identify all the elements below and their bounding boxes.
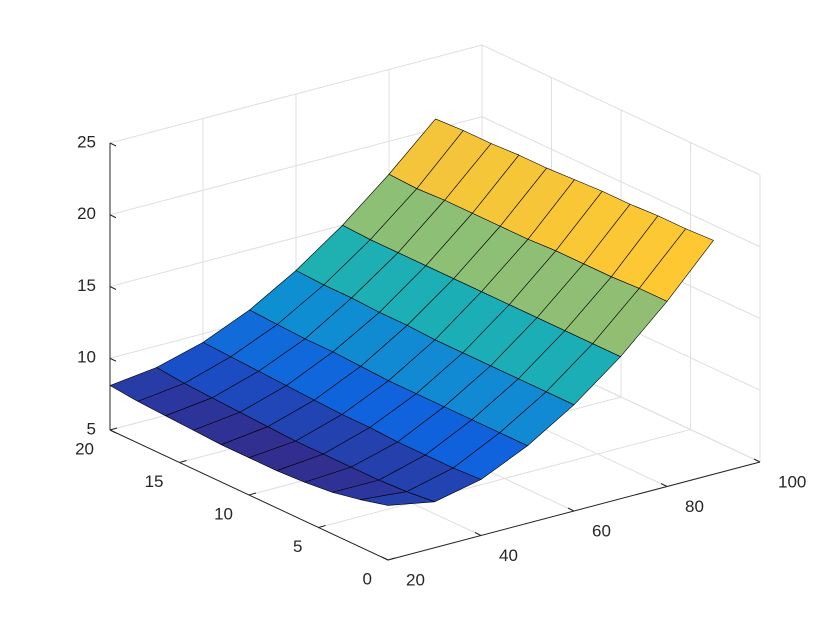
x-tick: [660, 483, 668, 487]
y-tick-label: 5: [293, 537, 302, 556]
z-tick: [109, 142, 117, 147]
z-tick: [109, 429, 117, 434]
y-tick-label: 0: [363, 569, 372, 588]
y-tick: [318, 525, 326, 528]
grid-line: [318, 429, 691, 528]
x-tick: [381, 556, 389, 561]
x-tick-label: 20: [406, 570, 425, 589]
y-tick: [248, 492, 257, 496]
y-tick: [109, 427, 118, 431]
grid-line: [481, 116, 761, 248]
x-tick-label: 40: [499, 546, 518, 565]
grid-line: [109, 116, 483, 216]
x-tick-label: 60: [592, 521, 611, 540]
z-tick-label: 15: [77, 276, 96, 295]
z-tick: [109, 214, 117, 219]
z-tick-label: 25: [77, 132, 96, 151]
y-tick: [179, 460, 187, 463]
x-tick: [474, 532, 482, 536]
y-tick-label: 15: [145, 472, 164, 491]
x-tick-label: 100: [778, 472, 806, 491]
surface-patch: [359, 491, 435, 506]
y-tick-label: 10: [214, 504, 233, 523]
x-tick: [567, 507, 575, 512]
grid-line: [481, 44, 761, 176]
y-tick: [387, 557, 396, 561]
x-tick-label: 80: [685, 497, 704, 516]
z-tick: [109, 286, 117, 290]
grid-line: [109, 44, 483, 144]
z-tick-label: 10: [77, 348, 96, 367]
y-tick-label: 20: [75, 439, 94, 458]
z-tick-label: 20: [77, 204, 96, 223]
z-tick: [109, 357, 117, 362]
z-tick-label: 5: [87, 419, 96, 438]
x-tick: [753, 458, 761, 463]
